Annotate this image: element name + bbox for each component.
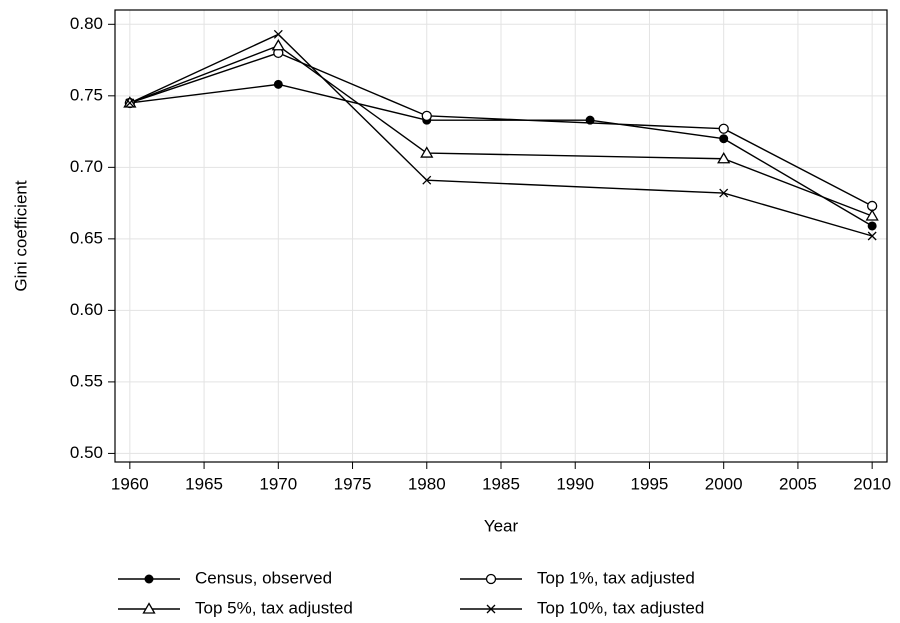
marker	[717, 151, 731, 164]
marker	[273, 29, 283, 39]
x-tick-label: 1975	[334, 474, 372, 493]
x-tick-label: 2005	[779, 474, 817, 493]
x-tick-label: 1990	[556, 474, 594, 493]
legend-item: Top 10%, tax adjusted	[460, 598, 704, 617]
x-tick-label: 1970	[259, 474, 297, 493]
x-tick-label: 2000	[705, 474, 743, 493]
x-tick-label: 1995	[631, 474, 669, 493]
legend-marker	[485, 573, 497, 585]
series-line	[129, 83, 873, 227]
legend-label: Top 1%, tax adjusted	[537, 568, 695, 587]
y-tick-label: 0.60	[70, 300, 103, 319]
marker	[585, 115, 595, 125]
x-axis-label: Year	[484, 516, 519, 535]
x-tick-label: 1965	[185, 474, 223, 493]
legend-label: Top 5%, tax adjusted	[195, 598, 353, 617]
y-tick-label: 0.65	[70, 228, 103, 247]
marker	[867, 231, 877, 241]
y-tick-label: 0.75	[70, 85, 103, 104]
plot-frame	[114, 9, 888, 463]
y-tick-label: 0.55	[70, 371, 103, 390]
x-tick-label: 1985	[482, 474, 520, 493]
legend-item: Census, observed	[118, 568, 332, 587]
marker	[865, 209, 879, 221]
x-tick-label: 2010	[853, 474, 891, 493]
legend-marker	[144, 574, 154, 584]
marker	[719, 134, 729, 144]
marker	[273, 79, 283, 89]
marker	[421, 110, 432, 121]
marker	[420, 146, 434, 158]
legend-marker	[486, 604, 496, 614]
marker	[718, 123, 729, 134]
y-tick-label: 0.50	[70, 443, 103, 462]
x-tick-label: 1960	[111, 474, 149, 493]
marker	[719, 188, 729, 198]
marker	[271, 38, 285, 51]
y-tick-label: 0.80	[70, 14, 103, 33]
marker	[422, 175, 432, 185]
x-tick-label: 1980	[408, 474, 446, 493]
legend-item: Top 5%, tax adjusted	[118, 598, 353, 617]
y-axis-label: Gini coefficient	[11, 180, 30, 291]
legend-label: Census, observed	[195, 568, 332, 587]
marker	[125, 98, 135, 108]
legend-label: Top 10%, tax adjusted	[537, 598, 704, 617]
marker	[867, 200, 878, 212]
legend-marker	[142, 602, 156, 614]
legend-item: Top 1%, tax adjusted	[460, 568, 695, 587]
y-tick-label: 0.70	[70, 157, 103, 176]
marker	[867, 221, 877, 231]
